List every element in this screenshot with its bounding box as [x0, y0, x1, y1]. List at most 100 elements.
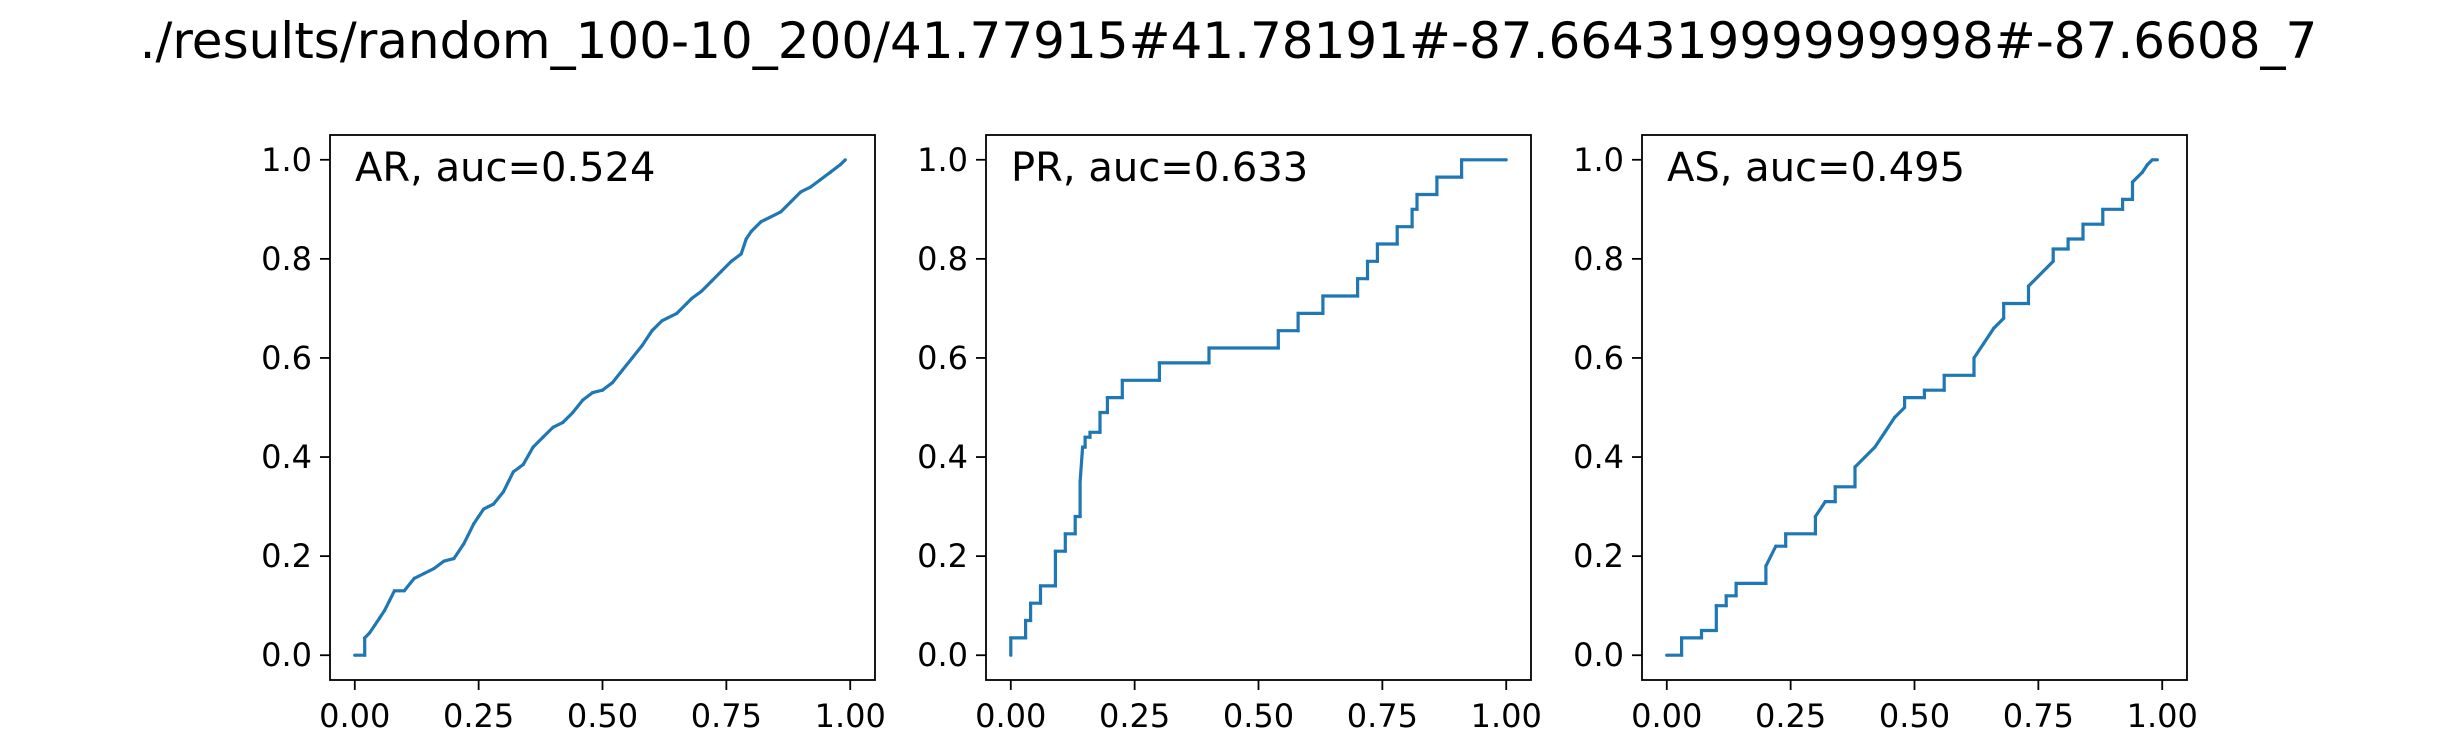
y-tick-label: 0.2: [261, 537, 312, 575]
data-point: [1922, 396, 1926, 400]
data-point: [1714, 628, 1718, 633]
data-point: [412, 576, 416, 581]
data-point: [2130, 197, 2135, 201]
data-point: [1276, 346, 1280, 350]
data-point: [1764, 564, 1768, 568]
x-tick-label: 1.00: [1471, 697, 1542, 735]
data-point: [838, 163, 842, 167]
x-tick-label: 0.50: [1879, 697, 1950, 735]
data-point: [1276, 329, 1280, 333]
data-point: [1375, 259, 1379, 263]
data-point: [561, 420, 565, 424]
data-point: [2051, 259, 2055, 263]
data-point: [1724, 594, 1728, 598]
data-point: [1680, 636, 1684, 640]
data-point: [1873, 445, 1877, 449]
data-point: [1823, 500, 1827, 504]
data-point: [397, 589, 401, 593]
data-point: [779, 210, 783, 214]
data-point: [1460, 175, 1464, 179]
x-tick-label: 1.00: [815, 697, 886, 735]
chart-panel-1: 0.00 0.25 0.50 0.75 1.00 0.0 0.2 0.4 0.6 0.8 1.0 AR…: [261, 134, 886, 735]
data-point: [1395, 242, 1399, 246]
y-tick-label: 0.6: [1573, 339, 1624, 377]
data-point: [789, 200, 793, 204]
x-tick-label: 1.00: [2127, 697, 2198, 735]
data-point: [1120, 378, 1124, 382]
data-point: [1942, 373, 1946, 377]
x-tick-label: 0.00: [1631, 697, 1702, 735]
data-point: [1435, 192, 1439, 197]
data-point: [2041, 269, 2045, 273]
data-point: [2081, 237, 2085, 241]
axes-frame: [1641, 134, 2188, 681]
data-point: [1053, 584, 1057, 588]
data-point: [452, 557, 456, 561]
series-line: [1666, 158, 2158, 657]
data-point: [1375, 242, 1379, 246]
data-point: [363, 636, 367, 640]
data-point: [1356, 294, 1360, 298]
panel-label: PR, auc=0.633: [1011, 145, 1308, 191]
data-point: [2140, 170, 2144, 174]
x-tick-label: 0.00: [975, 697, 1046, 735]
data-point: [739, 252, 743, 256]
y-tick-label: 0.6: [261, 339, 312, 377]
data-point: [1029, 618, 1033, 623]
x-tick-label: 0.25: [443, 697, 514, 735]
data-point: [472, 522, 476, 526]
x-tick-label: 0.75: [1347, 697, 1418, 735]
data-point: [2101, 222, 2105, 226]
data-point: [531, 445, 535, 449]
data-point: [521, 462, 525, 467]
data-point: [511, 470, 515, 474]
data-point: [442, 559, 446, 563]
series-line: [1009, 158, 1507, 656]
data-point: [1356, 277, 1360, 281]
data-point: [353, 653, 357, 657]
y-tick-label: 0.6: [917, 339, 968, 377]
data-point: [377, 616, 382, 620]
data-point: [1207, 361, 1211, 365]
data-point: [1504, 158, 1508, 162]
x-tick-label: 0.50: [567, 697, 638, 735]
data-point: [1063, 549, 1067, 553]
data-point: [1088, 435, 1092, 439]
data-point: [1415, 192, 1419, 197]
data-point: [392, 589, 396, 593]
data-point: [1365, 277, 1370, 281]
data-point: [1415, 207, 1419, 211]
data-point: [690, 296, 694, 301]
data-point: [1680, 653, 1684, 657]
data-point: [1410, 225, 1414, 229]
data-point: [2101, 207, 2105, 211]
data-point: [719, 269, 724, 273]
data-point: [630, 356, 634, 360]
data-point: [620, 368, 624, 372]
x-tick-label: 0.75: [691, 697, 762, 735]
data-point: [709, 279, 714, 283]
data-point: [1813, 532, 1817, 536]
axes-frame: [329, 134, 876, 681]
y-tick-label: 0.4: [917, 438, 968, 476]
data-point: [1098, 410, 1102, 415]
data-point: [591, 391, 595, 395]
data-point: [1903, 405, 1907, 410]
data-point: [571, 410, 575, 415]
data-point: [2155, 158, 2159, 162]
data-point: [541, 435, 545, 439]
y-tick-label: 0.0: [261, 636, 312, 674]
data-point: [1105, 396, 1109, 400]
data-point: [1120, 396, 1124, 400]
data-point: [402, 589, 406, 593]
data-point: [1784, 544, 1788, 548]
y-tick-label: 1.0: [917, 141, 968, 179]
data-point: [675, 311, 679, 315]
chart-panel-3: 0.00 0.25 0.50 0.75 1.00 0.0 0.2 0.4 0.6 0.8 1.0 AS…: [1573, 134, 2198, 735]
data-point: [1972, 373, 1976, 377]
y-tick-label: 0.2: [917, 537, 968, 575]
data-point: [1029, 601, 1033, 605]
figure-title: ./results/random_100-10_200/41.77915#41.…: [139, 12, 2318, 70]
data-point: [1088, 430, 1092, 434]
